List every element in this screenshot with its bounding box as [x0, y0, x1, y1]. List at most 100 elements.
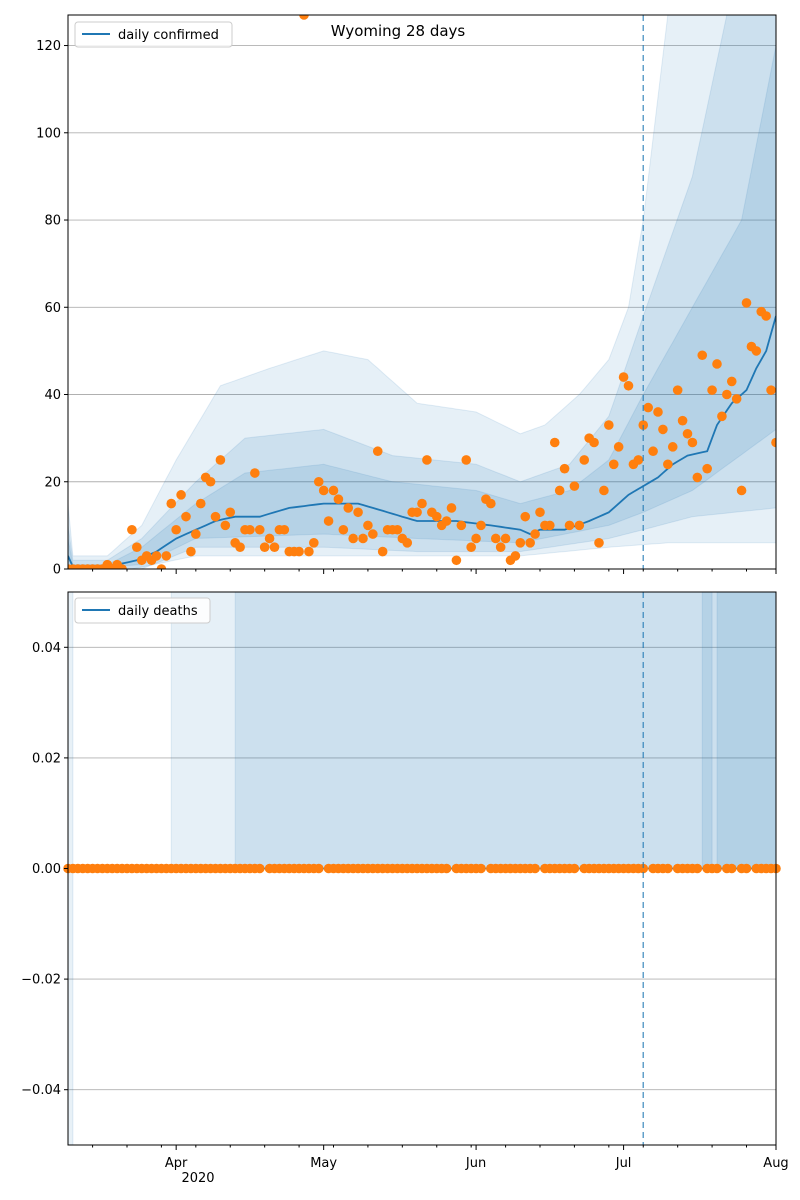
deaths-legend-label: daily deaths: [118, 604, 198, 619]
confirmed-observed-point: [299, 15, 309, 20]
confirmed-observed-point: [594, 538, 604, 548]
deaths-band-2: [170, 592, 776, 869]
confirmed-uncertainty-bands: [68, 15, 776, 569]
confirmed-observed-point: [166, 498, 177, 509]
confirmed-observed-point: [599, 485, 609, 496]
confirmed-observed-point: [672, 385, 683, 395]
confirmed-y-tick-label: 100: [36, 126, 61, 141]
confirmed-observed-point: [589, 437, 599, 448]
confirmed-observed-point: [471, 533, 481, 544]
confirmed-observed-point: [510, 551, 521, 561]
x-tick-label: Jun: [465, 1156, 486, 1171]
confirmed-observed-point: [613, 442, 624, 452]
confirmed-observed-point: [279, 524, 290, 535]
deaths-x-axis: Apr May Jun Jul Aug: [92, 1145, 789, 1171]
deaths-observed-point: [726, 863, 737, 874]
confirmed-observed-point: [372, 446, 383, 457]
confirmed-median-line: [68, 315, 776, 568]
deaths-observed-point: [692, 863, 703, 874]
deaths-y-tick-label: 0.04: [32, 641, 61, 656]
confirmed-observed-point: [653, 407, 663, 417]
confirmed-axes-frame: [67, 14, 777, 570]
confirmed-observed-point: [633, 455, 644, 465]
deaths-observed-point: [712, 863, 722, 874]
confirmed-observed-point: [687, 437, 698, 448]
confirmed-observed-point: [176, 490, 186, 500]
x-tick-label: May: [310, 1156, 337, 1171]
confirmed-observed-point: [323, 516, 334, 526]
deaths-uncertainty-bands: [68, 592, 776, 1145]
confirmed-observed-point: [722, 389, 732, 400]
confirmed-observed-point: [318, 485, 329, 496]
confirmed-observed-point: [451, 555, 462, 566]
confirmed-observed-point: [117, 564, 127, 569]
confirmed-observed-point: [574, 520, 585, 531]
confirmed-observed-point: [368, 529, 378, 539]
confirmed-observed-point: [205, 476, 216, 487]
confirmed-observed-point: [771, 437, 776, 448]
deaths-observed-point: [254, 863, 265, 874]
confirmed-observed-point: [677, 415, 688, 426]
confirmed-observed-point: [456, 520, 467, 531]
confirmed-observed-point: [156, 564, 167, 569]
confirmed-observed-point: [702, 463, 712, 474]
confirmed-observed-point: [333, 494, 344, 505]
confirmed-observed-point: [682, 428, 693, 439]
confirmed-observed-point: [245, 524, 255, 535]
deaths-observed-points: [63, 863, 781, 874]
confirmed-observed-points: [68, 15, 776, 569]
confirmed-observed-point: [215, 455, 226, 465]
confirmed-observed-point: [608, 459, 619, 470]
confirmed-observed-point: [726, 376, 737, 387]
confirmed-observed-point: [667, 442, 678, 452]
confirmed-observed-point: [658, 424, 668, 435]
confirmed-observed-point: [392, 524, 403, 535]
confirmed-observed-point: [520, 511, 531, 522]
confirmed-observed-point: [441, 516, 452, 526]
deaths-observed-point: [441, 863, 452, 874]
confirmed-observed-point: [766, 385, 776, 395]
confirmed-legend: daily confirmed: [74, 21, 233, 48]
confirmed-observed-point: [338, 524, 349, 535]
confirmed-observed-point: [309, 538, 319, 548]
deaths-observed-point: [741, 863, 752, 874]
deaths-observed-point: [663, 863, 673, 874]
confirmed-observed-point: [195, 498, 206, 509]
confirmed-observed-point: [707, 385, 717, 395]
confirmed-observed-point: [663, 459, 673, 470]
confirmed-observed-point: [225, 507, 236, 518]
x-year-label: 2020: [181, 1171, 214, 1186]
confirmed-y-tick-label: 120: [36, 39, 61, 54]
confirmed-observed-point: [535, 507, 545, 518]
confirmed-observed-point: [604, 420, 614, 430]
x-tick-label: Apr: [165, 1156, 188, 1171]
confirmed-observed-point: [525, 538, 535, 548]
confirmed-median-path: [68, 315, 776, 568]
confirmed-observed-point: [692, 472, 703, 483]
confirmed-observed-point: [486, 498, 496, 509]
confirmed-observed-point: [461, 455, 472, 465]
confirmed-panel: 0 20 40 60 80 100 120 Wyoming 28 days daily co…: [36, 14, 777, 578]
confirmed-observed-point: [731, 394, 742, 404]
confirmed-observed-point: [254, 524, 265, 535]
confirmed-observed-point: [530, 529, 540, 539]
chart-title: Wyoming 28 days: [331, 22, 466, 40]
confirmed-observed-point: [304, 546, 314, 557]
confirmed-observed-point: [358, 533, 368, 544]
confirmed-observed-point: [250, 468, 260, 478]
confirmed-observed-point: [186, 546, 196, 557]
deaths-observed-point: [313, 863, 324, 874]
confirmed-observed-point: [569, 481, 580, 491]
confirmed-observed-point: [490, 533, 501, 544]
confirmed-observed-point: [559, 463, 570, 474]
confirmed-legend-label: daily confirmed: [118, 28, 219, 43]
confirmed-observed-point: [171, 524, 181, 535]
deaths-y-axis: −0.04 −0.02 0.00 0.02 0.04: [21, 641, 68, 1098]
confirmed-observed-point: [402, 538, 413, 548]
confirmed-band-3: [68, 45, 776, 569]
confirmed-observed-point: [294, 546, 304, 557]
confirmed-observed-point: [235, 542, 245, 552]
confirmed-observed-point: [466, 542, 476, 552]
confirmed-observed-point: [132, 542, 142, 552]
